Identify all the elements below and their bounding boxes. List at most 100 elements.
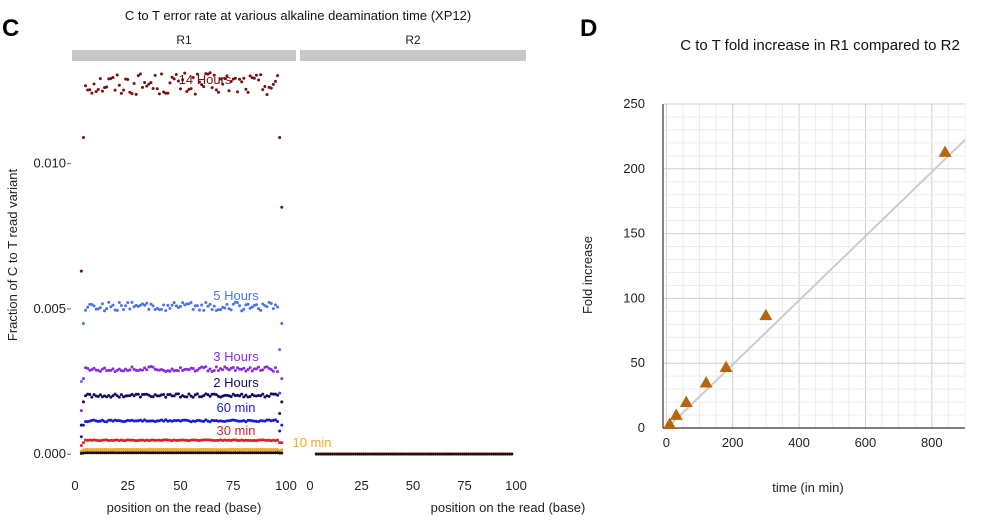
c-r1-point: [185, 451, 189, 455]
d-data-point: [759, 308, 773, 321]
c-r1-point: [84, 308, 88, 312]
c-r1-point: [141, 85, 145, 89]
c-r1-point: [96, 394, 100, 398]
c-r1-point: [98, 77, 102, 81]
c-r1-point: [219, 448, 223, 452]
c-r2-point: [411, 452, 415, 456]
c-r1-point: [276, 305, 280, 309]
c-r1-point: [92, 366, 96, 370]
c-r2-point: [461, 452, 464, 456]
c-r1-point: [107, 448, 111, 452]
c-r1-point: [212, 419, 216, 423]
c-r1-point: [162, 303, 166, 307]
c-y-tick-label: 0.010: [33, 156, 66, 171]
c-series-label: 14 Hours: [179, 72, 232, 87]
c-r1-point: [242, 76, 246, 80]
c-r1-point: [126, 394, 130, 398]
c-r1-point: [246, 90, 250, 94]
c-r1-point: [151, 86, 155, 90]
c-r1-point: [273, 303, 277, 307]
c-r1-point: [172, 301, 176, 305]
c-r1-point: [265, 418, 269, 422]
c-r1-point: [166, 303, 170, 307]
c-r1-point: [191, 395, 195, 399]
d-y-tick-label: 150: [623, 226, 645, 241]
c-r1-point: [195, 418, 199, 422]
c-r2-point: [504, 452, 508, 456]
c-r2-point: [386, 452, 390, 456]
c-r1-point: [229, 451, 233, 455]
d-x-tick-label: 200: [722, 435, 744, 450]
c-r1-point: [231, 451, 235, 455]
c-r1-point: [147, 451, 151, 455]
c-r1-point: [216, 448, 220, 452]
c-r1-point: [244, 393, 248, 397]
c-r1-point: [246, 451, 250, 455]
c-r1-point: [147, 307, 151, 311]
c-series-label: 10 min: [292, 435, 331, 450]
c-r1-point: [278, 391, 282, 395]
c-r1-point: [254, 303, 258, 307]
c-r1-point: [176, 392, 180, 396]
c-r1-point: [225, 302, 229, 306]
c-r2-point: [487, 452, 491, 456]
c-r1-point: [183, 71, 187, 75]
c-r1-point: [223, 448, 227, 452]
c-r1-point: [185, 395, 189, 399]
c-r1-point: [278, 136, 282, 140]
c-r2-point: [454, 452, 458, 456]
c-r1-point: [259, 451, 263, 455]
c-r1-point: [273, 79, 277, 83]
c-r1-point: [261, 368, 265, 372]
c-r1-point: [109, 368, 113, 372]
c-r1-point: [170, 367, 174, 371]
c-r1-point: [134, 92, 138, 96]
c-r2-point: [389, 452, 392, 456]
c-x-tick-label: 25: [121, 478, 135, 493]
c-r1-point: [257, 438, 261, 442]
c-r1-point: [157, 92, 161, 96]
c-r1-point: [240, 309, 244, 313]
c-r1-point: [189, 438, 193, 442]
c-r1-point: [105, 420, 109, 424]
c-r1-point: [162, 451, 166, 455]
panel-c-chart: C to T error rate at various alkaline de…: [5, 8, 585, 515]
c-r1-point: [79, 409, 83, 413]
c-r2-point: [368, 452, 372, 456]
c-r2-point: [337, 452, 341, 456]
c-r2-point: [401, 452, 405, 456]
c-r2-point: [405, 452, 409, 456]
c-r1-point: [109, 451, 113, 455]
c-r1-point: [130, 392, 134, 396]
c-r1-point: [153, 448, 157, 452]
c-x-tick-label: 75: [226, 478, 240, 493]
c-r2-point: [479, 452, 483, 456]
c-r1-point: [176, 79, 180, 83]
c-r1-point: [141, 368, 145, 372]
c-r1-point: [179, 87, 182, 91]
c-r1-point: [138, 395, 142, 399]
c-r1-point: [246, 368, 250, 372]
c-r1-point: [168, 451, 172, 455]
c-r1-point: [223, 451, 227, 455]
c-r1-point: [206, 369, 210, 373]
c-r1-point: [278, 429, 282, 433]
panel-d-chart: C to T fold increase in R1 compared to R…: [580, 37, 966, 495]
c-r1-point: [214, 365, 218, 369]
c-r1-point: [206, 448, 210, 452]
d-data-point: [719, 360, 733, 372]
c-r1-point: [117, 300, 121, 304]
c-x-tick-label: 0: [71, 478, 78, 493]
c-r2-point: [356, 452, 359, 456]
panel-c-letter: C: [2, 15, 19, 42]
c-r1-point: [269, 368, 273, 372]
c-r2-point: [494, 452, 497, 456]
c-r1-point: [214, 448, 218, 452]
c-r1-point: [238, 448, 242, 452]
c-r2-point: [319, 452, 322, 456]
c-r1-point: [115, 308, 119, 312]
c-r1-point: [145, 301, 149, 305]
c-r1-point: [147, 447, 151, 451]
c-r1-point: [151, 304, 155, 308]
c-r1-point: [92, 451, 96, 455]
